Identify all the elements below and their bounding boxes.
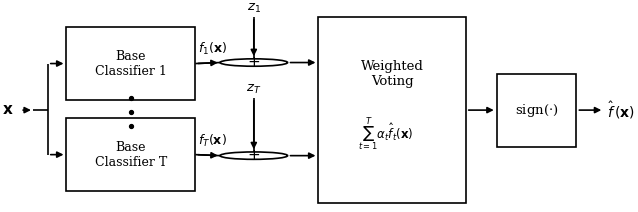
Text: $\hat{f}\,(\mathbf{x})$: $\hat{f}\,(\mathbf{x})$ (607, 99, 635, 121)
Text: $+$: $+$ (248, 149, 260, 163)
Text: $f_T(\mathbf{x})$: $f_T(\mathbf{x})$ (198, 132, 227, 149)
Text: sign($\cdot$): sign($\cdot$) (515, 102, 558, 119)
Text: $+$: $+$ (248, 56, 260, 70)
Text: Base
Classifier T: Base Classifier T (95, 141, 167, 169)
Ellipse shape (220, 59, 288, 66)
Bar (66, 118, 195, 191)
Ellipse shape (220, 152, 288, 159)
Text: $z_T$: $z_T$ (246, 83, 262, 96)
Bar (66, 27, 195, 100)
Text: $\mathbf{x}$: $\mathbf{x}$ (3, 103, 14, 117)
Bar (496, 74, 577, 146)
Text: Base
Classifier 1: Base Classifier 1 (95, 50, 167, 78)
Bar (318, 17, 466, 203)
Text: $f_1(\mathbf{x})$: $f_1(\mathbf{x})$ (198, 41, 228, 57)
Text: Weighted
Voting: Weighted Voting (360, 60, 424, 88)
Text: $z_1$: $z_1$ (247, 2, 261, 15)
Text: $\sum_{t=1}^{T}\alpha_t\hat{f}_t(\mathbf{x})$: $\sum_{t=1}^{T}\alpha_t\hat{f}_t(\mathbf… (358, 116, 413, 153)
